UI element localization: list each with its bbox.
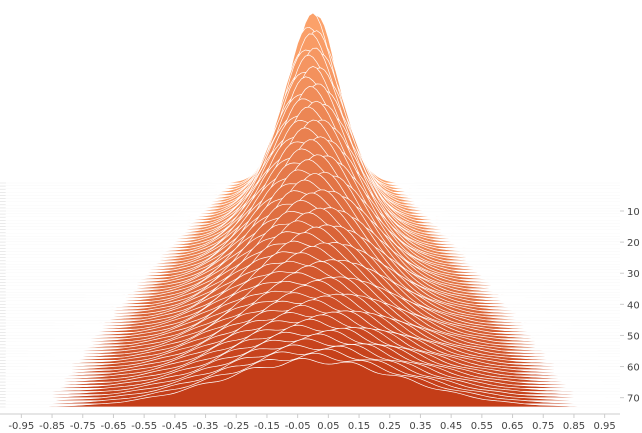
y-tick-label: 30 (627, 269, 640, 280)
y-tick-label: 10 (627, 207, 640, 218)
x-tick-label: -0.85 (39, 421, 65, 432)
x-tick-label: -0.45 (162, 421, 188, 432)
x-tick-label: 0.35 (409, 421, 431, 432)
x-tick-label: 0.75 (532, 421, 554, 432)
ridge-area (5, 358, 621, 408)
y-tick-label: 70 (627, 394, 640, 405)
x-tick-label: 0.55 (471, 421, 493, 432)
x-tick-label: 0.25 (379, 421, 401, 432)
y-tick-label: 20 (627, 238, 640, 249)
x-tick-label: -0.05 (285, 421, 311, 432)
x-tick-label: 0.15 (348, 421, 370, 432)
x-tick-label: 0.85 (563, 421, 585, 432)
x-tick-label: -0.95 (8, 421, 34, 432)
x-tick-label: 0.05 (317, 421, 339, 432)
x-tick-label: 0.45 (440, 421, 462, 432)
y-tick-label: 60 (627, 363, 640, 374)
x-tick-label: -0.75 (70, 421, 96, 432)
ridges (5, 12, 621, 408)
x-tick-label: -0.65 (101, 421, 127, 432)
x-tick-label: -0.15 (254, 421, 280, 432)
x-tick-label: -0.25 (223, 421, 249, 432)
x-tick-label: 0.65 (501, 421, 523, 432)
y-tick-label: 40 (627, 300, 640, 311)
y-tick-label: 50 (627, 331, 640, 342)
x-tick-label: -0.35 (193, 421, 219, 432)
x-tick-label: -0.55 (131, 421, 157, 432)
y-axis: 10 20 30 40 50 60 70 (620, 207, 640, 405)
x-axis: -0.95 -0.85 -0.75 -0.65 -0.55 -0.45 -0.35 -0.25… (0, 413, 620, 432)
x-tick-label: 0.95 (594, 421, 616, 432)
